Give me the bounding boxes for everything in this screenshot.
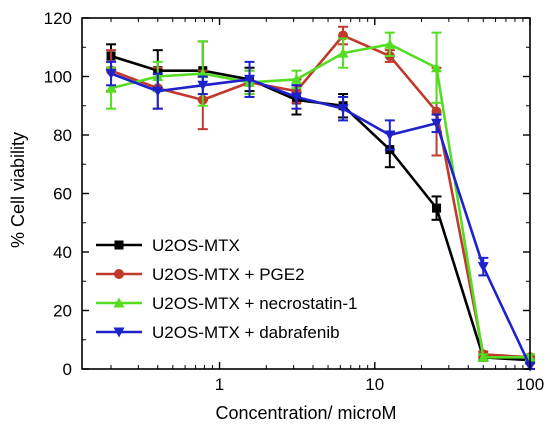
series-line (110, 43, 530, 359)
data-point (105, 69, 117, 80)
y-tick-label: 100 (44, 68, 72, 87)
legend-swatch-marker (113, 297, 125, 308)
x-tick-label: 10 (365, 375, 384, 394)
data-point (197, 80, 209, 91)
x-tick-label: 100 (516, 375, 544, 394)
y-axis-title: % Cell viability (8, 132, 28, 248)
y-tick-label: 60 (53, 185, 72, 204)
data-point (431, 62, 443, 73)
series-line (110, 54, 531, 362)
legend: U2OS-MTX U2OS-MTX + PGE2 U2OS-MTX + necros… (96, 236, 358, 342)
y-tick-label: 40 (53, 243, 72, 262)
y-tick-label: 80 (53, 126, 72, 145)
y-tick-label: 120 (44, 9, 72, 28)
series-line (110, 72, 532, 367)
plot-frame (81, 17, 531, 370)
data-point (244, 74, 256, 85)
x-axis-title: Concentration/ microM (215, 403, 396, 423)
data-point (290, 92, 302, 103)
data-point (337, 47, 349, 58)
legend-label: U2OS-MTX + necrostatin-1 (152, 294, 358, 313)
data-point (152, 86, 164, 97)
legend-label: U2OS-MTX + dabrafenib (152, 323, 340, 342)
legend-label: U2OS-MTX + PGE2 (152, 265, 305, 284)
series-4 (105, 60, 536, 372)
plot-border (81, 17, 531, 370)
y-tick-label: 20 (53, 302, 72, 321)
legend-swatch-marker (114, 269, 124, 279)
data-point (477, 262, 489, 273)
data-point (105, 82, 117, 93)
legend-swatch-marker (113, 327, 125, 338)
x-tick-label: 1 (215, 375, 224, 394)
legend-item-1: U2OS-MTX (96, 236, 240, 255)
series-line (110, 34, 531, 359)
legend-item-4: U2OS-MTX + dabrafenib (96, 323, 340, 342)
legend-label: U2OS-MTX (152, 236, 240, 255)
legend-swatch-marker (114, 240, 124, 250)
data-point (384, 38, 396, 49)
data-point (431, 118, 443, 129)
legend-item-3: U2OS-MTX + necrostatin-1 (96, 294, 358, 313)
chart-marks (105, 25, 536, 372)
y-tick-label: 0 (63, 360, 72, 379)
data-point (432, 203, 442, 213)
data-point (337, 104, 349, 115)
legend-item-2: U2OS-MTX + PGE2 (96, 265, 305, 284)
data-point (290, 73, 302, 84)
series-3 (105, 31, 536, 362)
data-point (477, 351, 489, 362)
data-point (384, 130, 396, 141)
